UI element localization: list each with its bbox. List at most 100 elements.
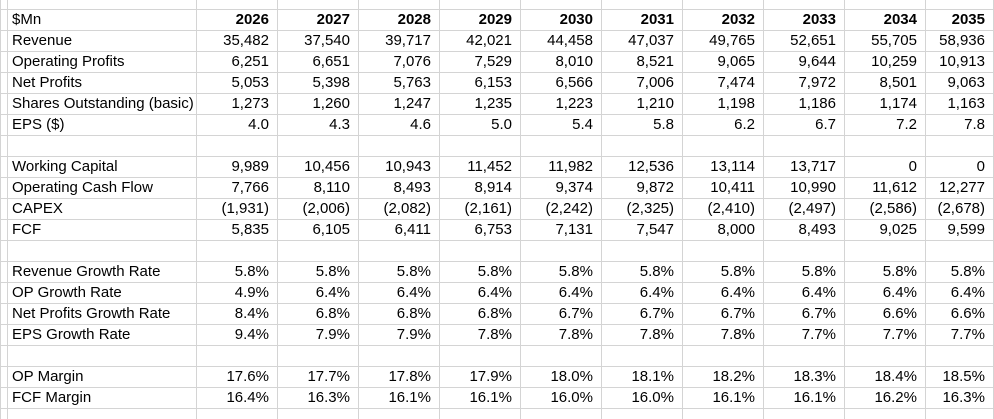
empty-cell[interactable] [926, 409, 994, 419]
cell[interactable] [764, 136, 845, 157]
cell[interactable]: 13,717 [764, 157, 845, 178]
cell[interactable]: 6.4% [602, 283, 683, 304]
year-header[interactable]: 2029 [440, 10, 521, 31]
cell[interactable]: 6.4% [683, 283, 764, 304]
cell[interactable] [278, 241, 359, 262]
cell[interactable] [278, 136, 359, 157]
cell[interactable]: 9,065 [683, 52, 764, 73]
empty-cell[interactable] [278, 409, 359, 419]
cell[interactable]: 37,540 [278, 31, 359, 52]
cell[interactable]: 7,529 [440, 52, 521, 73]
cell[interactable]: 7,972 [764, 73, 845, 94]
cell[interactable]: 49,765 [683, 31, 764, 52]
empty-cell[interactable] [278, 0, 359, 10]
cell[interactable]: 12,536 [602, 157, 683, 178]
cell[interactable]: (2,161) [440, 199, 521, 220]
cell[interactable]: 7.9% [359, 325, 440, 346]
cell[interactable]: 7.8 [926, 115, 994, 136]
cell[interactable] [521, 241, 602, 262]
empty-cell[interactable] [602, 409, 683, 419]
cell[interactable]: 16.0% [602, 388, 683, 409]
cell[interactable] [845, 346, 926, 367]
empty-cell[interactable] [764, 409, 845, 419]
cell[interactable]: 9,989 [197, 157, 278, 178]
cell[interactable] [764, 241, 845, 262]
cell[interactable]: (2,242) [521, 199, 602, 220]
cell[interactable]: 11,452 [440, 157, 521, 178]
cell[interactable]: 7.7% [845, 325, 926, 346]
cell[interactable]: 6.7% [683, 304, 764, 325]
year-header[interactable]: 2030 [521, 10, 602, 31]
cell[interactable]: 10,943 [359, 157, 440, 178]
cell[interactable]: 7.8% [521, 325, 602, 346]
cell[interactable]: 8,010 [521, 52, 602, 73]
cell[interactable]: 52,651 [764, 31, 845, 52]
cell[interactable]: 5,835 [197, 220, 278, 241]
cell[interactable] [359, 346, 440, 367]
cell[interactable]: 5.8% [926, 262, 994, 283]
cell[interactable]: 1,247 [359, 94, 440, 115]
cell[interactable] [440, 346, 521, 367]
cell[interactable]: (1,931) [197, 199, 278, 220]
cell[interactable]: 6.8% [440, 304, 521, 325]
empty-cell[interactable] [521, 0, 602, 10]
empty-cell[interactable] [764, 0, 845, 10]
cell[interactable]: 42,021 [440, 31, 521, 52]
empty-cell[interactable] [683, 0, 764, 10]
cell[interactable]: 16.4% [197, 388, 278, 409]
cell[interactable]: 5.0 [440, 115, 521, 136]
cell[interactable]: 6.6% [926, 304, 994, 325]
empty-cell[interactable] [8, 409, 197, 419]
cell[interactable]: 5.8% [602, 262, 683, 283]
cell[interactable]: 7,547 [602, 220, 683, 241]
cell[interactable]: 6,566 [521, 73, 602, 94]
cell[interactable]: 1,235 [440, 94, 521, 115]
cell[interactable]: 6.4% [845, 283, 926, 304]
cell[interactable]: 11,982 [521, 157, 602, 178]
cell[interactable] [602, 136, 683, 157]
cell[interactable] [602, 241, 683, 262]
cell[interactable]: 7.7% [764, 325, 845, 346]
year-header[interactable]: 2027 [278, 10, 359, 31]
cell[interactable]: 8,493 [359, 178, 440, 199]
empty-cell[interactable] [683, 409, 764, 419]
cell[interactable]: 44,458 [521, 31, 602, 52]
cell[interactable]: (2,497) [764, 199, 845, 220]
cell[interactable]: 5.8% [764, 262, 845, 283]
cell[interactable] [521, 136, 602, 157]
cell[interactable]: 6.4% [440, 283, 521, 304]
cell[interactable]: 10,913 [926, 52, 994, 73]
cell[interactable]: 1,186 [764, 94, 845, 115]
cell[interactable]: 8.4% [197, 304, 278, 325]
row-label[interactable]: CAPEX [8, 199, 197, 220]
empty-cell[interactable] [197, 0, 278, 10]
cell[interactable]: 6,105 [278, 220, 359, 241]
cell[interactable] [440, 241, 521, 262]
row-label[interactable] [8, 346, 197, 367]
cell[interactable]: 6,251 [197, 52, 278, 73]
cell[interactable]: (2,678) [926, 199, 994, 220]
cell[interactable]: (2,082) [359, 199, 440, 220]
cell[interactable]: 13,114 [683, 157, 764, 178]
cell[interactable] [359, 136, 440, 157]
cell[interactable]: 17.8% [359, 367, 440, 388]
cell[interactable]: 8,000 [683, 220, 764, 241]
cell[interactable]: 6.2 [683, 115, 764, 136]
cell[interactable]: 6,651 [278, 52, 359, 73]
cell[interactable]: 18.1% [602, 367, 683, 388]
row-label[interactable]: FCF [8, 220, 197, 241]
cell[interactable]: (2,586) [845, 199, 926, 220]
cell[interactable]: 4.3 [278, 115, 359, 136]
cell[interactable]: 5.8% [521, 262, 602, 283]
cell[interactable]: 9,644 [764, 52, 845, 73]
empty-cell[interactable] [8, 0, 197, 10]
cell[interactable] [683, 241, 764, 262]
cell[interactable]: 6.4% [521, 283, 602, 304]
cell[interactable]: 16.0% [521, 388, 602, 409]
cell[interactable]: 16.1% [440, 388, 521, 409]
cell[interactable] [278, 346, 359, 367]
cell[interactable] [845, 241, 926, 262]
cell[interactable]: 7,131 [521, 220, 602, 241]
cell[interactable]: 6.7% [521, 304, 602, 325]
cell[interactable]: 10,990 [764, 178, 845, 199]
